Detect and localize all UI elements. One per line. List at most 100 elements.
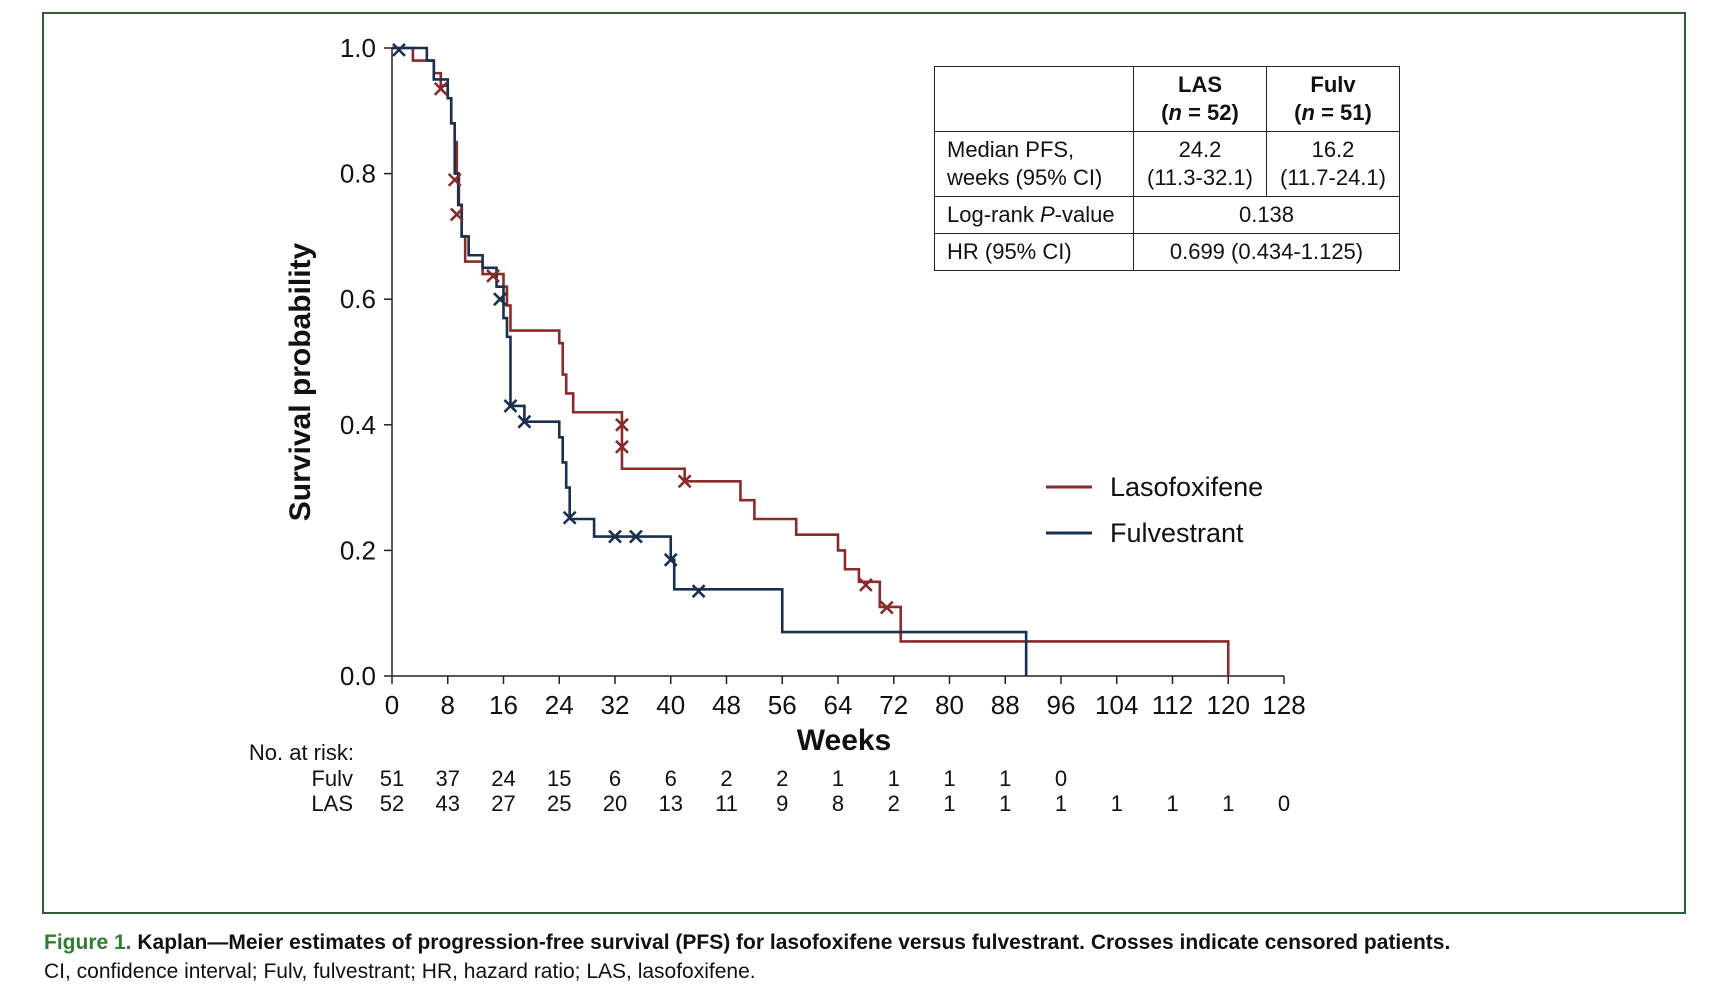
fulvestrant-censor-mark: [392, 42, 406, 57]
risk-value-fulv: 24: [491, 766, 515, 791]
x-tick-label: 88: [991, 690, 1020, 720]
lasofoxifene-censor-stroke: [879, 600, 894, 615]
series-layer: [392, 46, 1230, 676]
lasofoxifene-censor-stroke: [615, 417, 629, 432]
fulvestrant-curve: [392, 46, 1028, 676]
stats-header-row: LAS (n = 52) Fulv (n = 51): [934, 66, 1400, 132]
lasofoxifene-censor-stroke: [858, 578, 873, 592]
risk-value-fulv: 6: [665, 766, 677, 791]
figure-label: Figure 1.: [44, 931, 132, 954]
fulvestrant-censor-stroke: [493, 292, 507, 307]
risk-value-fulv: 1: [999, 766, 1011, 791]
risk-value-fulv: 0: [1055, 766, 1067, 791]
fulv-ci: (11.7-24.1): [1280, 165, 1386, 190]
fulv-n-prefix: (: [1294, 100, 1302, 125]
lasofoxifene-censor-stroke: [433, 81, 448, 96]
fulvestrant-censor-stroke: [517, 414, 532, 429]
risk-value-fulv: 2: [776, 766, 788, 791]
hr-label: HR (95% CI): [934, 233, 1134, 271]
lasofoxifene-censor-mark: [858, 578, 873, 592]
censor-layer: [392, 42, 894, 615]
las-n-suffix: = 52): [1181, 100, 1239, 125]
risk-value-las: 25: [547, 791, 571, 816]
median-label-line2: weeks (95% CI): [947, 165, 1103, 190]
risk-value-las: 43: [436, 791, 460, 816]
risk-value-las: 1: [1222, 791, 1234, 816]
fulv-n-italic: n: [1301, 100, 1315, 125]
x-tick-label: 24: [545, 690, 574, 720]
logrank-row: Log-rank P-value 0.138: [934, 196, 1400, 234]
x-tick-label: 120: [1207, 690, 1250, 720]
fulvestrant-censor-mark: [562, 510, 577, 525]
lasofoxifene-censor-stroke: [677, 474, 692, 489]
risk-value-las: 52: [380, 791, 404, 816]
lasofoxifene-censor-stroke: [615, 439, 629, 454]
risk-value-las: 8: [832, 791, 844, 816]
fulv-median-cell: 16.2 (11.7-24.1): [1266, 131, 1400, 197]
fulvestrant-censor-stroke: [608, 529, 622, 544]
fulvestrant-censor-stroke: [691, 584, 706, 599]
x-tick-label: 80: [935, 690, 964, 720]
lasofoxifene-censor-stroke: [486, 269, 500, 283]
lasofoxifene-censor-mark: [677, 474, 692, 489]
risk-value-las: 13: [659, 791, 683, 816]
y-tick-label: 0.2: [340, 535, 376, 565]
logrank-label-italic: P: [1039, 202, 1055, 227]
risk-value-fulv: 1: [832, 766, 844, 791]
x-tick-label: 96: [1047, 690, 1076, 720]
x-tick-label: 48: [712, 690, 741, 720]
stats-table: LAS (n = 52) Fulv (n = 51) Median PFS, w…: [934, 66, 1400, 271]
x-tick-label: 112: [1152, 690, 1193, 720]
figure-abbreviations: CI, confidence interval; Fulv, fulvestra…: [44, 960, 756, 983]
risk-value-las: 11: [715, 791, 738, 816]
x-tick-label: 16: [489, 690, 518, 720]
risk-value-fulv: 2: [720, 766, 732, 791]
median-label-line1: Median PFS,: [947, 137, 1075, 162]
lasofoxifene-censor-mark: [433, 81, 448, 96]
las-header-cell: LAS (n = 52): [1133, 66, 1267, 132]
x-axis-title: Weeks: [797, 724, 892, 757]
figure-frame: 0.0 0.2 0.4 0.6 0.8 1.0 0 8 16 24 32 40 48 56 64 72 80 88…: [42, 12, 1686, 914]
y-tick-label: 0.8: [340, 159, 376, 189]
fulv-n-suffix: = 51): [1314, 100, 1372, 125]
risk-value-las: 0: [1278, 791, 1290, 816]
risk-value-fulv: 37: [436, 766, 460, 791]
logrank-value: 0.138: [1133, 196, 1400, 234]
risk-value-fulv: 6: [609, 766, 621, 791]
risk-value-fulv: 15: [547, 766, 571, 791]
fulvestrant-censor-mark: [517, 414, 532, 429]
fulv-header-name: Fulv: [1310, 72, 1356, 97]
risk-value-las: 2: [888, 791, 900, 816]
risk-value-las: 20: [603, 791, 627, 816]
las-n-italic: n: [1168, 100, 1182, 125]
logrank-label-post: -value: [1054, 202, 1115, 227]
y-tick-label: 0.4: [340, 410, 376, 440]
fulvestrant-censor-stroke: [663, 552, 678, 567]
risk-row-label-las: LAS: [311, 791, 353, 816]
x-tick-label: 72: [879, 690, 908, 720]
stats-corner-cell: [934, 66, 1134, 132]
fulvestrant-censor-mark: [503, 399, 518, 413]
fulvestrant-censor-stroke: [628, 529, 643, 544]
x-tick-label: 0: [385, 690, 399, 720]
risk-value-fulv: 1: [943, 766, 955, 791]
fulvestrant-censor-mark: [628, 529, 643, 544]
risk-table-title: No. at risk:: [249, 740, 354, 765]
lasofoxifene-censor-mark: [615, 439, 629, 454]
las-median: 24.2: [1178, 137, 1222, 162]
figure-caption: Figure 1. Kaplan—Meier estimates of prog…: [44, 928, 1704, 986]
legend-lasofoxifene-label: Lasofoxifene: [1110, 472, 1263, 502]
fulvestrant-censor-mark: [493, 292, 507, 307]
axes: [384, 47, 1285, 684]
risk-value-fulv: 51: [380, 766, 404, 791]
y-tick-label: 1.0: [340, 33, 376, 63]
x-tick-label: 64: [824, 690, 853, 720]
fulvestrant-censor-mark: [663, 552, 678, 567]
risk-value-las: 1: [1166, 791, 1178, 816]
hr-row: HR (95% CI) 0.699 (0.434-1.125): [934, 233, 1400, 271]
fulv-header-cell: Fulv (n = 51): [1266, 66, 1400, 132]
lasofoxifene-censor-mark: [486, 269, 500, 283]
label-layer: 0.0 0.2 0.4 0.6 0.8 1.0 0 8 16 24 32 40 48 56 64 72 80 88…: [284, 33, 1306, 757]
legend: Lasofoxifene Fulvestrant: [1046, 472, 1263, 548]
